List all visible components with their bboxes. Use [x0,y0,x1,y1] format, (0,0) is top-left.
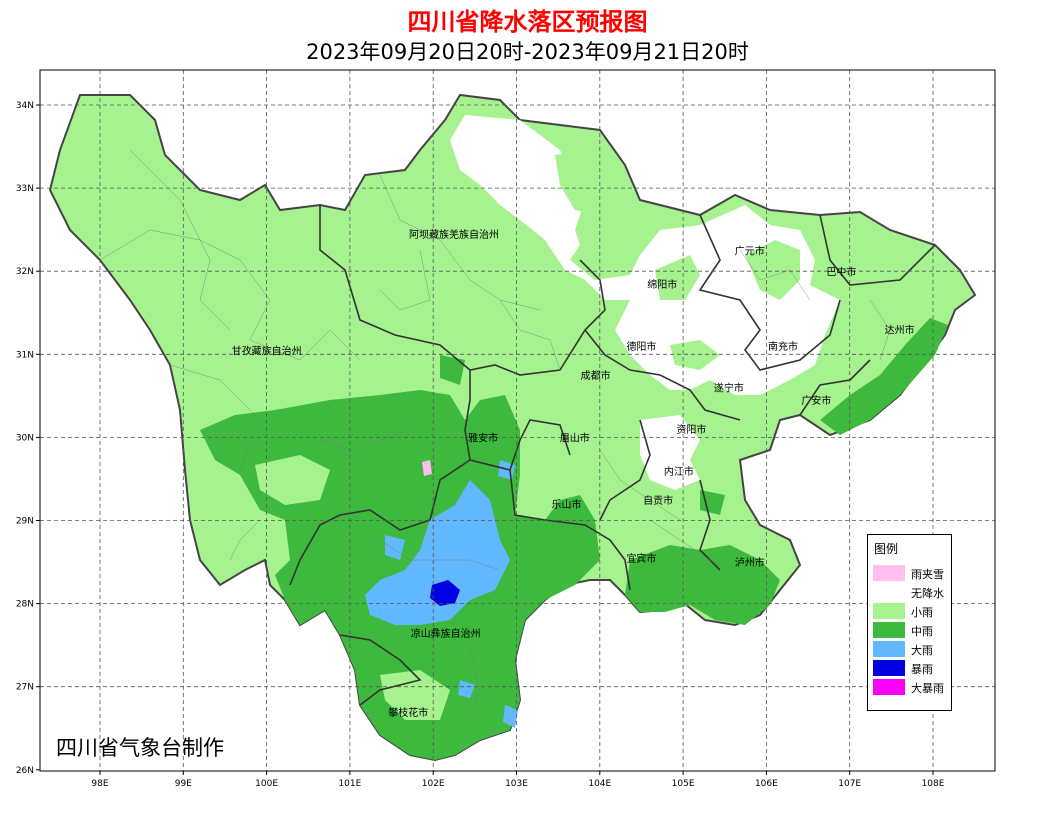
heavy-rain-area [365,480,510,625]
map-frame [39,69,996,772]
y-tick-label: 26N [16,766,34,776]
legend-label: 大雨 [911,644,933,657]
no-rain-area [450,115,840,395]
y-tick-label: 27N [16,683,34,693]
heavy-rain-area [385,535,405,560]
x-tick-label: 100E [255,779,278,789]
map-title: 四川省降水落区预报图 [407,8,648,36]
legend-swatch [873,584,905,600]
city-label: 资阳市 [676,423,706,436]
legend-label: 小雨 [911,606,933,619]
city-label: 南充市 [768,340,798,353]
heavy-rain-area [503,705,518,728]
county-boundaries [99,149,891,721]
city-label: 泸州市 [735,556,765,569]
moderate-rain-area [625,545,780,625]
legend-label: 暴雨 [911,663,933,676]
graticule [40,70,995,771]
light-rain-area [380,670,450,720]
legend-title: 图例 [874,542,899,556]
light-rain-area [555,150,620,215]
city-label: 达州市 [885,324,915,337]
city-label: 巴中市 [826,265,856,278]
city-label: 眉山市 [560,432,590,445]
city-label: 广安市 [801,394,831,407]
legend-item-sleet: 雨夹雪 [873,564,951,582]
forecast-period: 2023年09月20日20时-2023年09月21日20时 [306,40,749,64]
x-tick-label: 108E [922,779,945,789]
city-label: 内江市 [664,465,694,478]
moderate-rain-area [820,318,948,435]
city-label: 广元市 [735,245,765,258]
x-tick-label: 104E [588,779,611,789]
sleet-area [422,460,432,476]
legend-swatch [873,641,905,657]
longitude-axis: 98E 99E 100E 101E 102E 103E 104E 105E 106E 107E 10… [91,771,945,789]
city-label: 甘孜藏族自治州 [232,344,302,357]
city-label: 宜宾市 [626,552,656,565]
legend-label: 无降水 [911,587,944,600]
legend-label: 中雨 [911,625,933,638]
city-label: 遂宁市 [714,382,744,395]
x-tick-label: 98E [91,779,108,789]
legend-item-moderate-rain: 中雨 [873,621,951,639]
legend-item-no-rain: 无降水 [873,583,951,601]
rainstorm-area [430,580,460,606]
city-label: 攀枝花市 [388,706,428,719]
city-label: 雅安市 [468,432,498,445]
x-tick-label: 102E [422,779,445,789]
y-tick-label: 33N [16,184,34,194]
city-label: 绵阳市 [647,278,677,291]
legend-swatch [873,660,905,676]
x-tick-label: 106E [755,779,778,789]
x-tick-label: 105E [672,779,695,789]
y-tick-label: 32N [16,267,34,277]
legend-swatch [873,565,905,581]
legend-item-heavy-rain: 大雨 [873,640,951,658]
city-label: 成都市 [581,369,611,382]
legend-item-rainstorm: 暴雨 [873,659,951,677]
city-label: 凉山彝族自治州 [411,627,481,640]
moderate-rain-area [440,355,465,385]
x-tick-label: 107E [838,779,861,789]
light-rain-area [255,455,330,505]
prefecture-boundaries [289,205,936,706]
legend-label: 大暴雨 [911,682,944,695]
city-label: 德阳市 [626,340,656,353]
y-tick-label: 28N [16,600,34,610]
city-label: 乐山市 [551,498,581,511]
city-label: 自贡市 [643,494,673,507]
x-tick-label: 99E [175,779,192,789]
legend-label: 雨夹雪 [911,568,944,581]
x-tick-label: 101E [338,779,361,789]
moderate-rain-area [700,490,725,515]
legend-swatch [873,603,905,619]
legend-swatch [873,622,905,638]
y-tick-label: 34N [16,101,34,111]
producer-credit: 四川省气象台制作 [56,736,224,760]
legend-item-heavy-rainstorm: 大暴雨 [873,678,951,696]
light-rain-area [670,340,720,370]
y-tick-label: 31N [16,350,34,360]
light-rain-area [745,240,800,300]
latitude-axis: 34N 33N 32N 31N 30N 29N 28N 27N 26N [16,101,40,776]
legend: 图例 雨夹雪 无降水 小雨 中雨 大雨 暴雨 大暴雨 [867,534,952,711]
light-rain-area [655,255,700,300]
y-tick-label: 29N [16,517,34,527]
light-rain-area [545,420,600,470]
x-tick-label: 103E [505,779,528,789]
no-rain-area [640,415,700,490]
city-label: 阿坝藏族羌族自治州 [409,228,499,241]
legend-item-light-rain: 小雨 [873,602,951,620]
legend-swatch [873,679,905,695]
heavy-rain-area [458,680,475,698]
y-tick-label: 30N [16,433,34,443]
